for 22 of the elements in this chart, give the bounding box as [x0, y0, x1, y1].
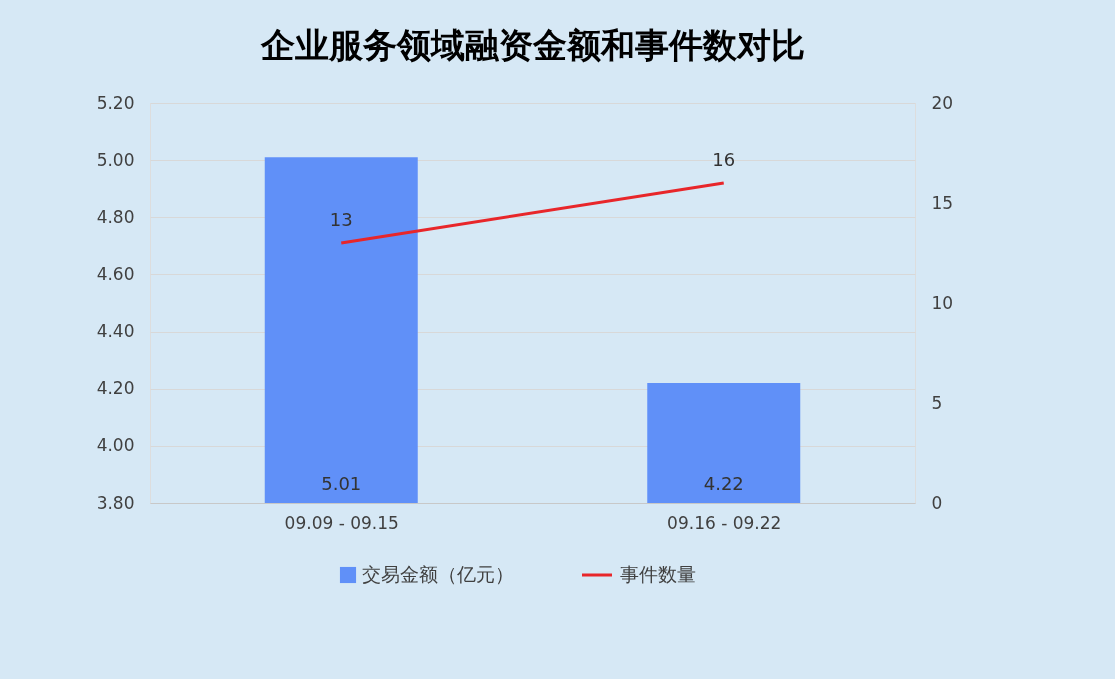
y2-tick-label: 20 [931, 92, 954, 113]
chart-title: 企业服务领域融资金额和事件数对比 [259, 25, 805, 65]
data-label: 4.22 [703, 473, 744, 494]
data-label: 5.01 [321, 473, 362, 494]
y2-tick-label: 5 [931, 392, 943, 413]
data-label: 13 [329, 209, 353, 230]
y2-tick-label: 15 [931, 192, 954, 213]
y-tick-label: 5.20 [96, 92, 135, 113]
y-tick-label: 5.00 [96, 149, 135, 170]
y2-tick-label: 0 [931, 492, 943, 513]
y2-tick-label: 10 [931, 292, 954, 313]
y-tick-label: 4.60 [96, 263, 135, 284]
y-tick-label: 4.40 [96, 321, 135, 342]
legend-label: 事件数量 [620, 563, 696, 585]
y-tick-label: 4.80 [96, 206, 135, 227]
y-tick-label: 4.00 [96, 435, 135, 456]
data-label: 16 [712, 149, 736, 170]
y-tick-label: 3.80 [96, 492, 135, 513]
x-tick-label: 09.16 - 09.22 [667, 512, 782, 533]
x-tick-label: 09.09 - 09.15 [284, 512, 399, 533]
y-tick-label: 4.20 [96, 378, 135, 399]
legend-label: 交易金额（亿元） [362, 563, 514, 585]
